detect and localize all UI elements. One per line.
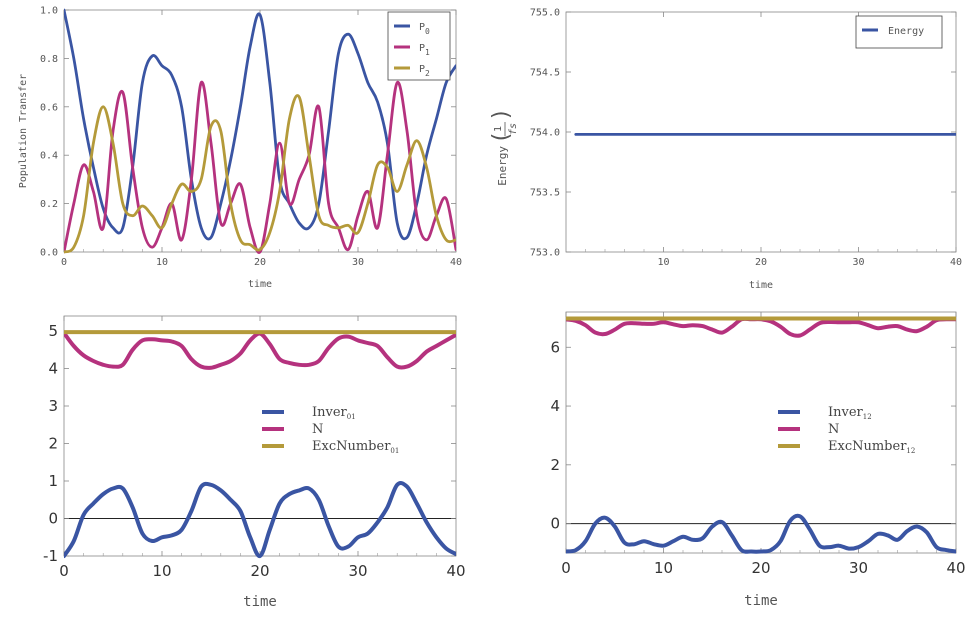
y-tick-label: 755.0	[530, 8, 560, 19]
chart-panel-1: 0 10 20 30 40 0.0 0.2 0.4 0.6 0.8 1.0 time Populatio…	[18, 6, 462, 291]
y-tick-label: 2	[550, 456, 560, 474]
y-tick-label: -1	[43, 547, 58, 565]
legend-label: ExcNumber01	[312, 439, 399, 455]
series-line-inver01	[64, 481, 456, 558]
legend-label: ExcNumber12	[828, 439, 915, 455]
y-tick-label: 2	[48, 435, 58, 453]
x-tick-label: 10	[156, 257, 168, 268]
legend: P0 P1 P2	[387, 11, 451, 81]
x-tick-label: 0	[561, 559, 571, 577]
y-tick-label: 0.4	[40, 151, 58, 162]
x-tick-label: 10	[657, 257, 669, 268]
series-group	[566, 316, 956, 554]
x-tick-label: 20	[755, 257, 767, 268]
series-line-p0	[64, 8, 456, 241]
legend: Energy	[855, 15, 943, 49]
series-line-n	[566, 316, 956, 338]
y-tick-label: 754.0	[530, 128, 560, 139]
plot-frame	[63, 315, 457, 557]
x-tick-label: 20	[254, 257, 266, 268]
y-tick-label: 1	[48, 472, 58, 490]
y-tick-label: 753.0	[530, 248, 560, 259]
x-tick-label: 30	[352, 257, 364, 268]
unit-numerator: 1	[493, 126, 504, 132]
y-axis-label: Population Transfer	[18, 74, 29, 188]
x-tick-label: 0	[59, 562, 69, 580]
x-tick-label: 20	[751, 559, 770, 577]
x-axis-label: time	[248, 279, 272, 290]
unit-denominator: fs	[508, 123, 519, 135]
series-group	[64, 8, 456, 254]
x-tick-label: 10	[152, 562, 171, 580]
legend-label: N	[828, 422, 839, 437]
series-line-inver12	[566, 513, 956, 554]
legend-label: Inver12	[828, 405, 872, 421]
y-tick-label: 0.8	[40, 54, 58, 65]
y-tick-label: 0.0	[40, 248, 58, 259]
y-axis-label-text: Energy	[496, 146, 509, 186]
series-line-p1	[64, 80, 456, 254]
y-tick-label: 0	[550, 515, 560, 533]
x-tick-label: 30	[348, 562, 367, 580]
y-axis-label: Energy (1 fs)	[489, 108, 519, 186]
legend-label: P2	[419, 64, 430, 78]
y-tick-label: 5	[48, 322, 58, 340]
y-tick-label: 754.5	[530, 68, 560, 79]
legend-label: Energy	[888, 26, 924, 37]
legend-label: N	[312, 422, 323, 437]
y-tick-label: 0	[48, 510, 58, 528]
legend-label: Inver01	[312, 405, 356, 421]
x-tick-label: 40	[446, 562, 465, 580]
x-tick-label: 30	[849, 559, 868, 577]
paren-right: )	[489, 108, 514, 121]
x-tick-label: 40	[946, 559, 965, 577]
legend-label: P1	[419, 43, 430, 57]
x-tick-label: 40	[950, 257, 962, 268]
y-tick-label: 4	[550, 397, 560, 415]
y-tick-label: 1.0	[40, 6, 58, 17]
series-group	[64, 330, 456, 558]
paren-left: (	[489, 131, 514, 144]
series-line-n	[64, 330, 456, 370]
y-tick-label: 753.5	[530, 188, 560, 199]
x-tick-label: 20	[250, 562, 269, 580]
x-axis-label: time	[243, 594, 277, 610]
x-tick-label: 0	[61, 257, 67, 268]
chart-panel-2: 10 20 30 40 753.0 753.5 754.0 754.5 755.0 time Ene…	[489, 8, 962, 292]
x-tick-label: 10	[654, 559, 673, 577]
legend-box	[855, 15, 943, 49]
x-tick-label: 40	[450, 257, 462, 268]
plot-frame	[565, 311, 957, 554]
y-tick-label: 3	[48, 397, 58, 415]
x-tick-label: 30	[852, 257, 864, 268]
y-tick-label: 6	[550, 338, 560, 356]
legend-label: P0	[419, 22, 430, 36]
x-axis-label: time	[744, 593, 778, 609]
y-tick-label: 4	[48, 360, 58, 378]
y-tick-label: 0.2	[40, 199, 58, 210]
x-axis-label: time	[749, 280, 773, 291]
y-tick-label: 0.6	[40, 102, 58, 113]
series-line-p2	[64, 94, 456, 254]
